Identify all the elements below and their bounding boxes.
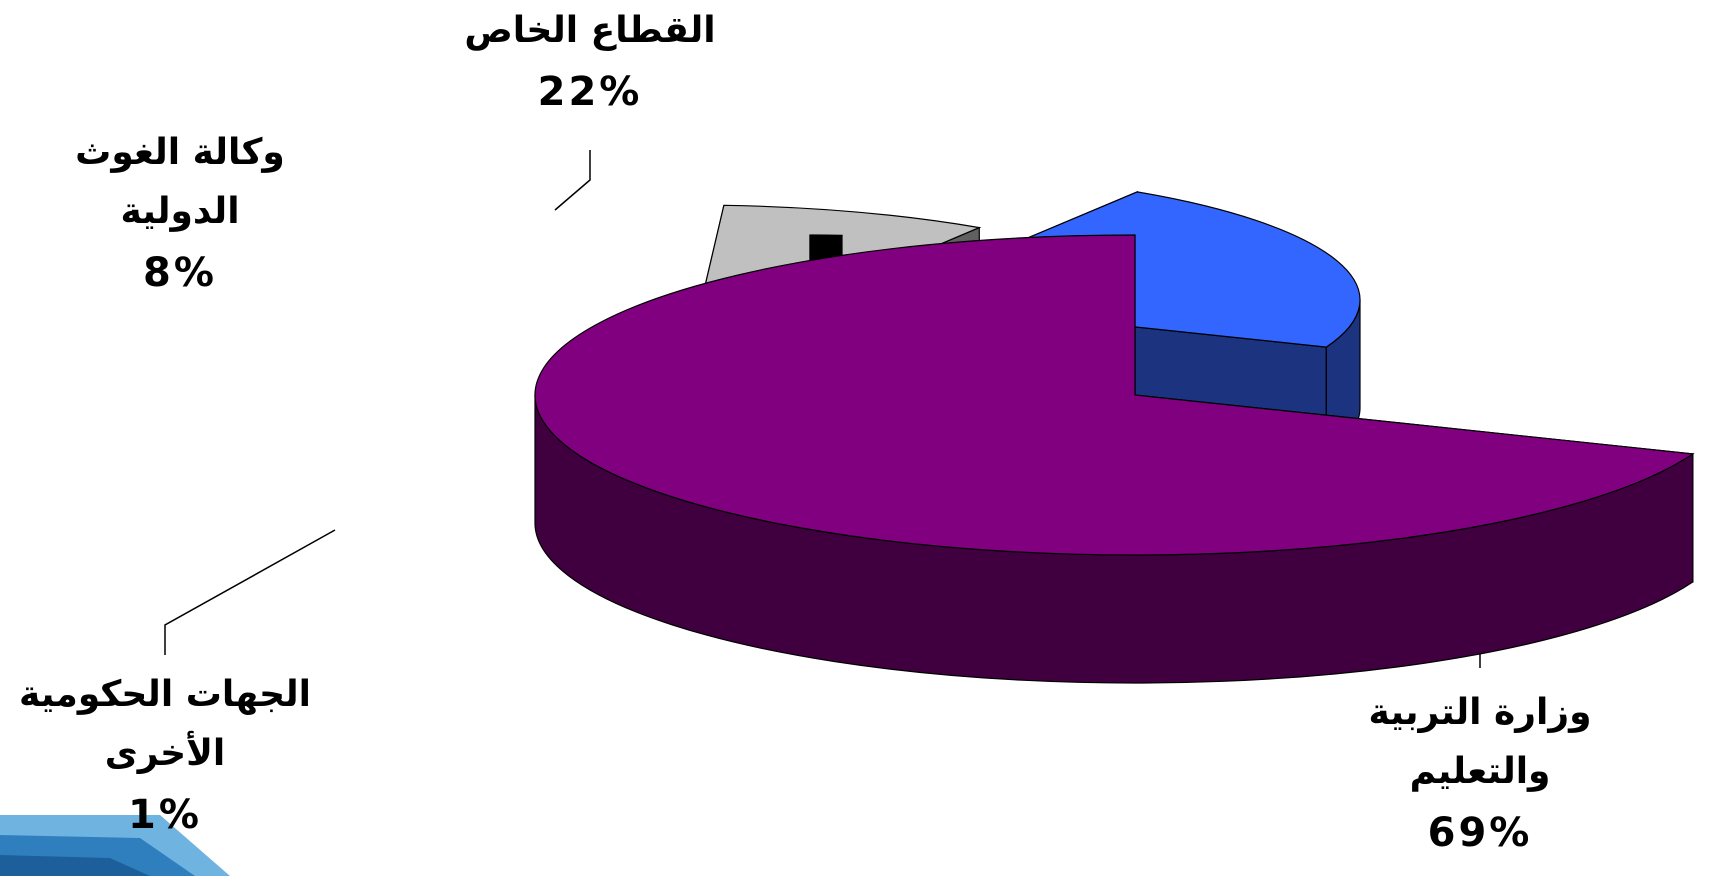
leader-line-gov (164, 529, 336, 655)
slice-label-private-sector: القطاع الخاص 22% (440, 8, 740, 117)
slice-value-gov: 1% (128, 792, 202, 838)
slice-name-unrwa-line2: الدولية (120, 191, 240, 232)
slice-name-gov-line1: الجهات الحكومية (19, 674, 311, 715)
slice-name-gov-line2: الأخرى (104, 733, 226, 774)
slice-value-moe: 69% (1427, 810, 1533, 856)
slice-top-moe (534, 234, 1695, 556)
slice-name-unrwa-line1: وكالة الغوث (75, 132, 285, 173)
slice-name-moe-line2: والتعليم (1409, 751, 1551, 792)
slice-moe (534, 234, 1695, 684)
slice-value-private-sector: 22% (537, 69, 643, 115)
slice-label-ministry-of-education: وزارة التربية والتعليم 69% (1330, 690, 1630, 858)
slice-name-moe-line1: وزارة التربية (1368, 692, 1592, 733)
leader-line-private (554, 150, 591, 211)
slide-corner-decoration (0, 815, 230, 876)
slice-label-unrwa: وكالة الغوث الدولية 8% (60, 130, 300, 298)
slice-label-other-government: الجهات الحكومية الأخرى 1% (0, 672, 330, 840)
slice-value-unrwa: 8% (143, 250, 217, 296)
slice-name-private-sector: القطاع الخاص (464, 10, 716, 51)
